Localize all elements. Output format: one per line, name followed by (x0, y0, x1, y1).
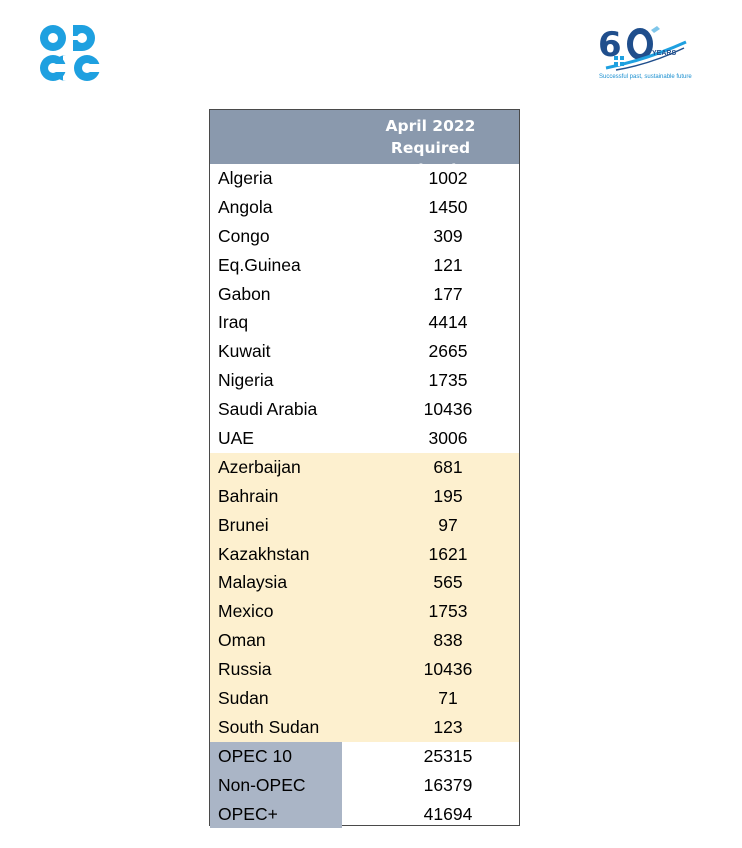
total-label: OPEC+ (210, 799, 342, 829)
production-table: April 2022 Required Production Algeria 10… (209, 109, 520, 829)
country-name: Azerbaijan (218, 456, 301, 477)
opec-logo (40, 25, 102, 81)
production-value: 1735 (428, 370, 468, 391)
table-row: Nigeria 1735 (210, 366, 519, 395)
table-row: Sudan 71 (210, 684, 519, 713)
country-name: Kazakhstan (218, 543, 310, 564)
country-name: Nigeria (218, 370, 274, 391)
total-label: OPEC 10 (210, 741, 342, 771)
header-line-1: April 2022 (385, 117, 476, 135)
production-value: 2665 (428, 341, 468, 362)
country-name: Brunei (218, 514, 269, 535)
table-row: Malaysia 565 (210, 568, 519, 598)
svg-text:6: 6 (598, 25, 622, 65)
production-value: 1753 (428, 601, 468, 622)
production-value: 309 (433, 225, 463, 246)
total-value: 16379 (342, 774, 519, 796)
table-row: Angola 1450 (210, 193, 519, 222)
country-name: Algeria (218, 167, 273, 188)
table-row: Kuwait 2665 (210, 337, 519, 366)
table-header: April 2022 Required Production (210, 110, 519, 179)
production-value: 838 (433, 630, 463, 651)
country-name: Bahrain (218, 485, 279, 506)
production-value: 4414 (428, 312, 468, 333)
country-name: Sudan (218, 687, 269, 708)
country-name: South Sudan (218, 716, 320, 737)
country-name: Eq.Guinea (218, 254, 301, 275)
country-name: Gabon (218, 283, 271, 304)
header-title: April 2022 Required Production (342, 110, 519, 179)
non-opec-section: Azerbaijan 681 Bahrain 195 Brunei 97 Kazakh… (210, 452, 519, 742)
production-value: 1002 (428, 167, 468, 188)
table-row: Azerbaijan 681 (210, 452, 519, 482)
totals-section: OPEC 10 25315 Non-OPEC 16379 OPEC+ 41694 (210, 741, 519, 829)
production-value: 1450 (428, 196, 468, 217)
country-name: Angola (218, 196, 273, 217)
table-row: Gabon 177 (210, 280, 519, 309)
logo-tagline: Successful past, sustainable future (599, 74, 692, 80)
table-row: Oman 838 (210, 626, 519, 656)
production-value: 3006 (428, 427, 468, 448)
table-row: Algeria 1002 (210, 164, 519, 193)
table-row: Russia 10436 (210, 655, 519, 685)
opec-60-years-logo: 6 (598, 25, 687, 71)
country-name: Congo (218, 225, 270, 246)
production-value: 10436 (423, 399, 473, 420)
table-row: Bahrain 195 (210, 481, 519, 511)
table-row: Brunei 97 (210, 510, 519, 540)
production-value: 177 (433, 283, 463, 304)
header-line-2: Required Production (382, 139, 479, 179)
country-name: UAE (218, 427, 254, 448)
table-row: Eq.Guinea 121 (210, 251, 519, 280)
table-row: Mexico 1753 (210, 597, 519, 627)
country-name: Russia (218, 659, 272, 680)
table-row: Saudi Arabia 10436 (210, 395, 519, 424)
country-name: Saudi Arabia (218, 399, 318, 420)
total-row: OPEC 10 25315 (210, 741, 519, 771)
country-name: Mexico (218, 601, 274, 622)
table-row: Iraq 4414 (210, 308, 519, 337)
total-value: 41694 (342, 803, 519, 825)
country-name: Oman (218, 630, 266, 651)
total-row: OPEC+ 41694 (210, 799, 519, 829)
header-blank-cell (210, 110, 342, 164)
country-name: Iraq (218, 312, 249, 333)
total-value: 25315 (342, 745, 519, 767)
table-row: UAE 3006 (210, 424, 519, 453)
country-name: Kuwait (218, 341, 271, 362)
total-row: Non-OPEC 16379 (210, 770, 519, 800)
opec-section: Algeria 1002 Angola 1450 Congo 309 Eq.Guine… (210, 164, 519, 453)
production-value: 195 (433, 485, 463, 506)
table-row: Kazakhstan 1621 (210, 539, 519, 569)
table-row: Congo 309 (210, 222, 519, 251)
production-value: 97 (438, 514, 458, 535)
production-value: 565 (433, 572, 463, 593)
production-value: 681 (433, 456, 463, 477)
production-value: 10436 (423, 659, 473, 680)
production-value: 123 (433, 716, 463, 737)
table-row: South Sudan 123 (210, 712, 519, 742)
years-label: YEARS (652, 50, 677, 57)
production-value: 1621 (428, 543, 468, 564)
production-value: 121 (433, 254, 463, 275)
total-label: Non-OPEC (210, 770, 342, 800)
country-name: Malaysia (218, 572, 288, 593)
production-value: 71 (438, 687, 458, 708)
